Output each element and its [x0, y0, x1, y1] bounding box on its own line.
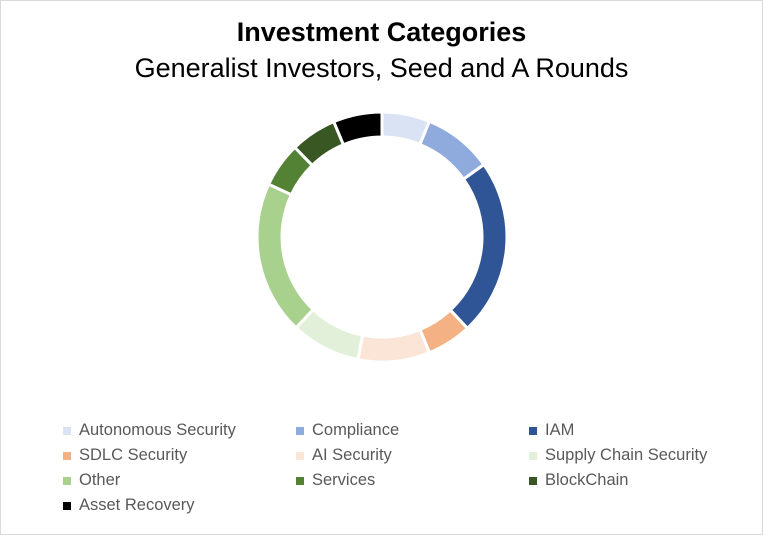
- legend-item: AI Security: [296, 446, 392, 465]
- legend-label: IAM: [545, 421, 575, 439]
- chart-subtitle: Generalist Investors, Seed and A Rounds: [134, 53, 629, 83]
- legend-label: Autonomous Security: [79, 421, 236, 439]
- legend-label: Other: [79, 471, 121, 489]
- legend-label: Compliance: [312, 421, 400, 439]
- legend-swatch: [63, 426, 71, 435]
- donut-slice-ai-security: [356, 327, 432, 364]
- donut-slice-asset-recovery: [331, 110, 384, 147]
- legend-item: Supply Chain Security: [529, 446, 707, 465]
- legend-label: AI Security: [312, 446, 392, 464]
- legend-swatch: [296, 426, 304, 435]
- legend-item: Asset Recovery: [63, 496, 195, 515]
- legend-swatch: [296, 451, 304, 460]
- legend-swatch: [529, 476, 537, 485]
- legend-swatch: [63, 476, 71, 485]
- legend-swatch: [63, 501, 71, 510]
- donut-chart: [255, 110, 509, 364]
- legend-swatch: [296, 476, 304, 485]
- legend-label: SDLC Security: [79, 446, 188, 464]
- legend-label: BlockChain: [545, 471, 629, 489]
- legend-item: Other: [63, 471, 120, 490]
- donut-slice-iam: [448, 162, 509, 331]
- legend-swatch: [63, 451, 71, 460]
- legend-item: IAM: [529, 421, 574, 440]
- chart-title: Investment Categories: [236, 17, 527, 47]
- legend-item: Autonomous Security: [63, 421, 236, 440]
- legend-label: Services: [312, 471, 376, 489]
- legend-item: Compliance: [296, 421, 399, 440]
- legend-item: BlockChain: [529, 471, 628, 490]
- legend-label: Asset Recovery: [79, 496, 195, 514]
- legend-label: Supply Chain Security: [545, 446, 708, 464]
- legend-item: Services: [296, 471, 375, 490]
- donut-slice-other: [255, 182, 316, 330]
- legend-swatch: [529, 451, 537, 460]
- legend-item: SDLC Security: [63, 446, 187, 465]
- legend-swatch: [529, 426, 537, 435]
